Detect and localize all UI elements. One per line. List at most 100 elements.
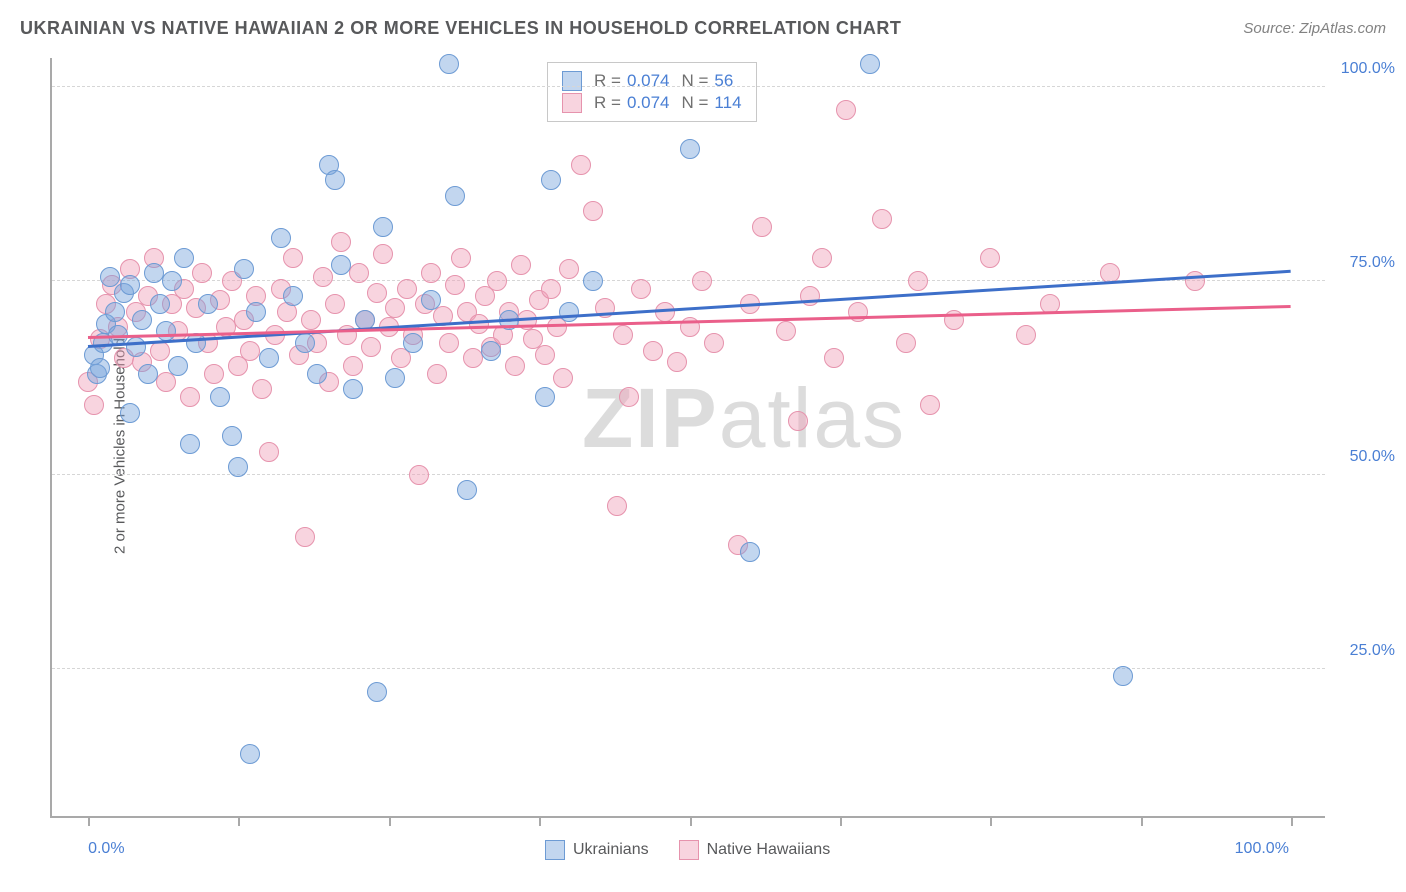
watermark: ZIPatlas — [582, 370, 906, 467]
series-swatch — [562, 93, 582, 113]
scatter-point — [283, 286, 303, 306]
stats-row: R =0.074 N =56 — [562, 71, 742, 91]
scatter-point — [192, 263, 212, 283]
scatter-point — [307, 364, 327, 384]
scatter-point — [439, 333, 459, 353]
scatter-point — [872, 209, 892, 229]
scatter-point — [325, 170, 345, 190]
legend-swatch — [679, 840, 699, 860]
x-tick — [389, 816, 391, 826]
legend: Ukrainians Native Hawaiians — [545, 840, 830, 860]
scatter-point — [367, 682, 387, 702]
scatter-point — [259, 442, 279, 462]
source-attribution: Source: ZipAtlas.com — [1243, 20, 1386, 37]
x-tick — [840, 816, 842, 826]
scatter-point — [198, 294, 218, 314]
scatter-point — [439, 54, 459, 74]
scatter-point — [162, 271, 182, 291]
scatter-point — [120, 275, 140, 295]
scatter-point — [812, 248, 832, 268]
y-tick-label: 25.0% — [1335, 642, 1395, 660]
scatter-point — [373, 217, 393, 237]
scatter-point — [204, 364, 224, 384]
scatter-point — [84, 395, 104, 415]
scatter-point — [409, 465, 429, 485]
scatter-point — [559, 302, 579, 322]
stats-r: R =0.074 — [594, 93, 669, 113]
x-tick — [539, 816, 541, 826]
scatter-point — [367, 283, 387, 303]
scatter-point — [619, 387, 639, 407]
scatter-point — [680, 139, 700, 159]
legend-item: Ukrainians — [545, 840, 649, 860]
scatter-point — [246, 302, 266, 322]
gridline — [52, 668, 1325, 669]
source-prefix: Source: — [1243, 20, 1299, 37]
scatter-point — [168, 356, 188, 376]
legend-label: Ukrainians — [573, 841, 649, 859]
scatter-point — [90, 358, 110, 378]
scatter-point — [150, 294, 170, 314]
scatter-point — [105, 302, 125, 322]
scatter-point — [571, 155, 591, 175]
y-tick-label: 50.0% — [1335, 448, 1395, 466]
scatter-point — [463, 348, 483, 368]
scatter-point — [559, 259, 579, 279]
scatter-point — [252, 379, 272, 399]
scatter-point — [283, 248, 303, 268]
stats-n: N =56 — [681, 71, 733, 91]
scatter-point — [421, 263, 441, 283]
scatter-point — [156, 321, 176, 341]
scatter-point — [240, 341, 260, 361]
stats-n: N =114 — [681, 93, 741, 113]
scatter-point — [481, 341, 501, 361]
scatter-point — [385, 368, 405, 388]
scatter-point — [535, 387, 555, 407]
scatter-point — [361, 337, 381, 357]
scatter-point — [120, 403, 140, 423]
scatter-point — [553, 368, 573, 388]
scatter-point — [752, 217, 772, 237]
gridline — [52, 86, 1325, 87]
scatter-point — [445, 186, 465, 206]
watermark-bold: ZIP — [582, 371, 719, 465]
chart-title: UKRAINIAN VS NATIVE HAWAIIAN 2 OR MORE V… — [20, 18, 901, 39]
scatter-point — [740, 542, 760, 562]
scatter-point — [1185, 271, 1205, 291]
scatter-point — [403, 333, 423, 353]
scatter-point — [607, 496, 627, 516]
scatter-point — [301, 310, 321, 330]
scatter-point — [228, 457, 248, 477]
scatter-point — [180, 434, 200, 454]
scatter-point — [421, 290, 441, 310]
scatter-point — [541, 279, 561, 299]
watermark-thin: atlas — [719, 371, 906, 465]
x-tick — [88, 816, 90, 826]
y-tick-label: 75.0% — [1335, 254, 1395, 272]
scatter-point — [457, 480, 477, 500]
legend-label: Native Hawaiians — [707, 841, 831, 859]
scatter-point — [583, 271, 603, 291]
scatter-point — [511, 255, 531, 275]
correlation-stats-box: R =0.074 N =56 R =0.074 N =114 — [547, 62, 757, 122]
x-tick — [238, 816, 240, 826]
y-tick-label: 100.0% — [1335, 60, 1395, 78]
source-name: ZipAtlas.com — [1299, 20, 1386, 37]
stats-row: R =0.074 N =114 — [562, 93, 742, 113]
scatter-point — [331, 232, 351, 252]
scatter-point — [138, 364, 158, 384]
stats-r: R =0.074 — [594, 71, 669, 91]
scatter-point — [800, 286, 820, 306]
scatter-point — [824, 348, 844, 368]
scatter-point — [836, 100, 856, 120]
scatter-point — [397, 279, 417, 299]
scatter-point — [222, 426, 242, 446]
scatter-point — [349, 263, 369, 283]
scatter-point — [692, 271, 712, 291]
scatter-point — [271, 228, 291, 248]
scatter-point — [144, 263, 164, 283]
scatter-point — [505, 356, 525, 376]
scatter-point — [583, 201, 603, 221]
scatter-point — [776, 321, 796, 341]
scatter-point — [295, 333, 315, 353]
